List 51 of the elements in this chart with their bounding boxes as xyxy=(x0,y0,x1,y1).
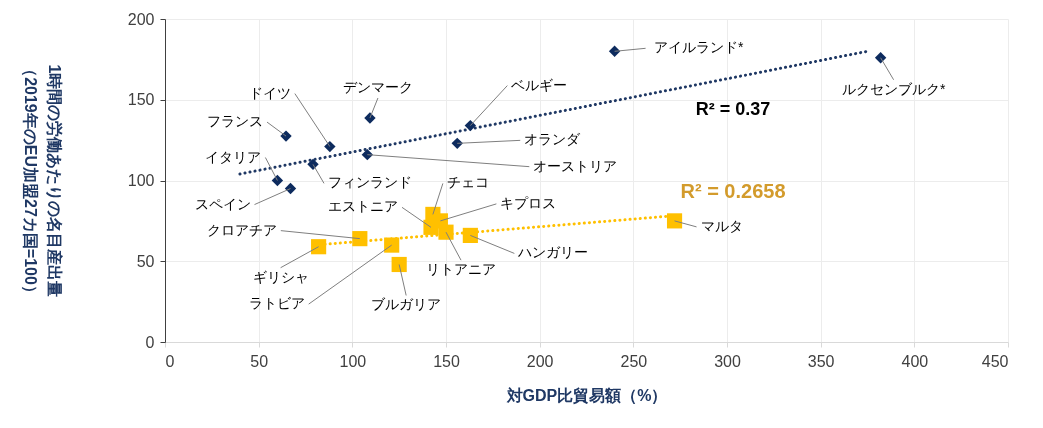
point xyxy=(423,219,439,235)
point xyxy=(666,213,683,229)
point xyxy=(384,237,400,253)
annotation: フランス xyxy=(207,113,264,130)
x-tick-label: 200 xyxy=(526,352,554,370)
annotation: R² = 0.37 xyxy=(695,99,771,119)
x-tick-label: 50 xyxy=(250,352,269,370)
annotation: デンマーク xyxy=(342,79,413,95)
y-tick-label: 100 xyxy=(127,172,155,189)
annotation: アイルランド* xyxy=(653,39,744,56)
x-tick-label: 350 xyxy=(807,352,835,370)
annotation: R² = 0.2658 xyxy=(680,180,786,202)
annotation: オーストリア xyxy=(533,157,618,174)
annotation: エストニア xyxy=(328,198,399,215)
annotation: オランダ xyxy=(524,131,582,148)
annotation: ルクセンブルク* xyxy=(841,80,946,97)
annotation: チェコ xyxy=(446,174,489,191)
point xyxy=(307,158,319,171)
x-tick-label: 400 xyxy=(901,352,929,370)
point xyxy=(451,137,463,150)
x-tick-label: 0 xyxy=(165,352,175,370)
annotation: ラトビア xyxy=(248,295,305,312)
x-tick-label: 250 xyxy=(620,352,648,370)
x-axis-title: 対GDP比貿易額（%） xyxy=(505,385,668,405)
y-axis-title: 1時間の労働あたりの名目産出量（2019年のEU加盟27カ国=100） xyxy=(20,61,64,301)
annotation: スペイン xyxy=(194,195,251,212)
x-tick-label: 450 xyxy=(981,352,1009,370)
point xyxy=(311,239,327,255)
annotation: クロアチア xyxy=(206,221,277,238)
y-tick-label: 150 xyxy=(127,91,155,109)
annotation: マルタ xyxy=(700,217,743,234)
annotation: キプロス xyxy=(500,194,557,211)
y-tick-label: 200 xyxy=(127,10,155,28)
x-tick-label: 100 xyxy=(339,352,367,370)
annotation: ブルガリア xyxy=(371,296,442,313)
point xyxy=(324,140,336,153)
annotation: ギリシャ xyxy=(252,268,309,285)
annotation: ドイツ xyxy=(248,84,291,101)
annotation: ハンガリー xyxy=(517,244,589,261)
y-tick-label: 0 xyxy=(145,333,155,351)
annotation: リトアニア xyxy=(426,261,496,278)
x-tick-label: 150 xyxy=(433,352,460,370)
annotation: フィンランド xyxy=(327,174,412,191)
x-tick-label: 300 xyxy=(714,352,741,370)
point xyxy=(462,227,478,243)
point xyxy=(391,256,407,273)
annotation: ベルギー xyxy=(511,76,568,93)
annotation: イタリア xyxy=(205,148,262,165)
point xyxy=(438,224,454,240)
point xyxy=(352,231,368,247)
y-tick-label: 50 xyxy=(136,252,155,270)
